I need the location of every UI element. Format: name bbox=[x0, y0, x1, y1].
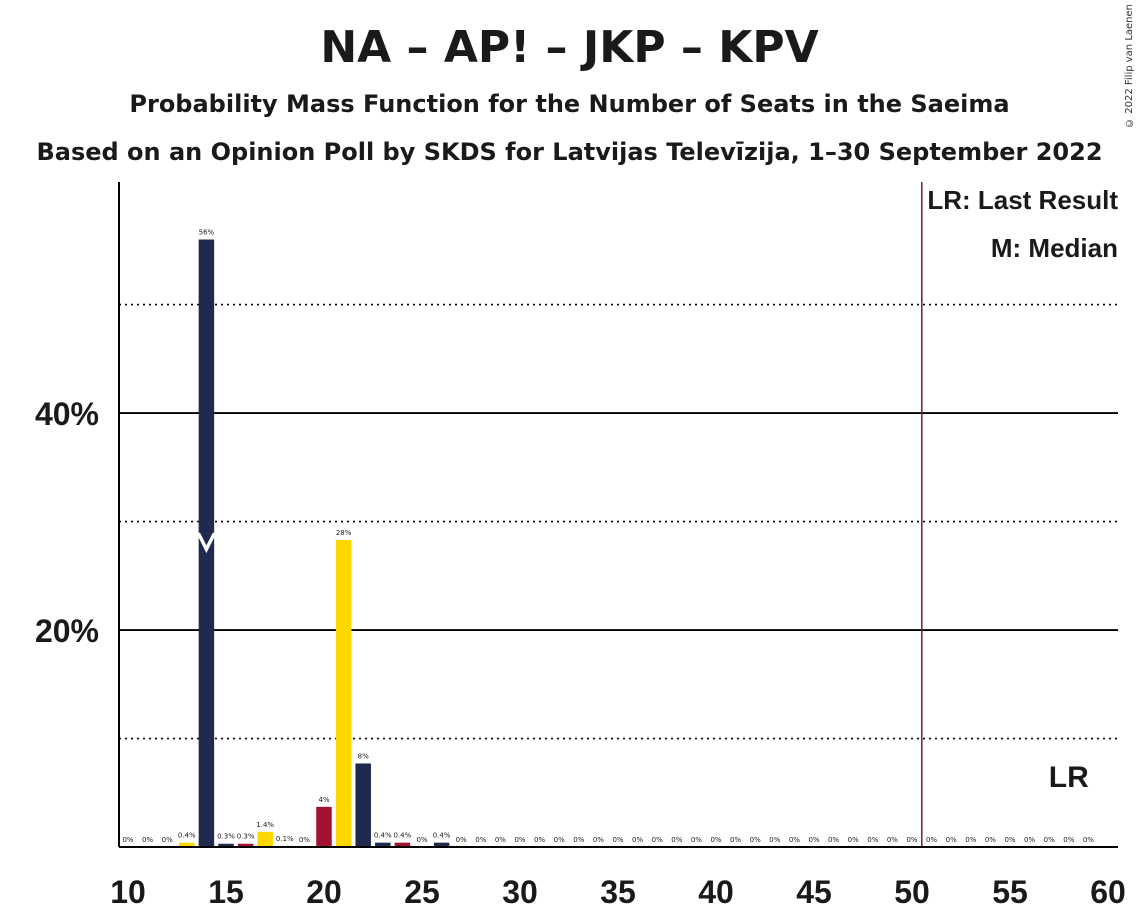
median-marker bbox=[196, 532, 216, 554]
x-tick-label: 40 bbox=[698, 874, 734, 910]
x-tick-label: 50 bbox=[894, 874, 930, 910]
bar-label: 0% bbox=[906, 836, 917, 844]
chart-subtitle: Probability Mass Function for the Number… bbox=[129, 90, 1010, 118]
bar-label: 0% bbox=[867, 836, 878, 844]
bar bbox=[394, 842, 411, 847]
bar-label: 0.3% bbox=[237, 833, 255, 841]
bar-label: 0% bbox=[1063, 836, 1074, 844]
bar-label: 0% bbox=[1044, 836, 1055, 844]
bar bbox=[316, 806, 332, 847]
bar-label: 0% bbox=[789, 836, 800, 844]
bar-label: 0% bbox=[554, 836, 565, 844]
y-tick-label: 20% bbox=[35, 613, 99, 649]
bar-label: 0% bbox=[730, 836, 741, 844]
bar-label: 4% bbox=[318, 796, 329, 804]
bar-label: 56% bbox=[199, 229, 215, 237]
bar-label: 0.4% bbox=[433, 832, 451, 840]
bar-label: 0% bbox=[416, 836, 427, 844]
x-tick-label: 45 bbox=[796, 874, 832, 910]
bar-label: 0% bbox=[750, 836, 761, 844]
bar-label: 0% bbox=[475, 836, 486, 844]
chart-title: NA – AP! – JKP – KPV bbox=[320, 22, 819, 73]
bar-label: 0% bbox=[299, 836, 310, 844]
bar-label: 0% bbox=[848, 836, 859, 844]
bar bbox=[335, 540, 352, 847]
bar-label: 0% bbox=[671, 836, 682, 844]
bar-label: 0.4% bbox=[394, 832, 412, 840]
bar bbox=[237, 843, 254, 847]
bar-label: 0% bbox=[162, 836, 173, 844]
bar-label: 0% bbox=[652, 836, 663, 844]
x-tick-label: 30 bbox=[502, 874, 538, 910]
bar-label: 0.3% bbox=[217, 833, 235, 841]
x-tick-label: 35 bbox=[600, 874, 636, 910]
bar bbox=[198, 239, 215, 848]
bar-label: 0% bbox=[495, 836, 506, 844]
bar-label: 0% bbox=[985, 836, 996, 844]
legend-last-result: LR: Last Result bbox=[927, 185, 1118, 215]
x-tick-label: 25 bbox=[404, 874, 440, 910]
x-tick-label: 20 bbox=[306, 874, 342, 910]
bar-label: 1.4% bbox=[256, 821, 274, 829]
bar-label: 0% bbox=[534, 836, 545, 844]
bar-label: 0% bbox=[1024, 836, 1035, 844]
bar bbox=[179, 842, 195, 847]
x-tick-label: 60 bbox=[1090, 874, 1126, 910]
bar-label: 0% bbox=[612, 836, 623, 844]
bar-label: 0% bbox=[573, 836, 584, 844]
bar-label: 0% bbox=[691, 836, 702, 844]
bar-label: 0% bbox=[632, 836, 643, 844]
bar-label: 0.4% bbox=[178, 832, 196, 840]
y-tick-label: 40% bbox=[35, 396, 99, 432]
x-tick-label: 15 bbox=[208, 874, 244, 910]
bar-label: 0% bbox=[808, 836, 819, 844]
legend-median: M: Median bbox=[991, 233, 1118, 263]
bar-label: 0% bbox=[926, 836, 937, 844]
bar-label: 0% bbox=[887, 836, 898, 844]
bar bbox=[257, 831, 273, 847]
bar-label: 0.4% bbox=[374, 832, 392, 840]
bar-label: 0% bbox=[1083, 836, 1094, 844]
bar-label: 0% bbox=[122, 836, 133, 844]
bar bbox=[375, 842, 391, 847]
bar-label: 0.1% bbox=[276, 835, 294, 843]
bar-label: 0% bbox=[710, 836, 721, 844]
bar-label: 0% bbox=[514, 836, 525, 844]
bar-label: 0% bbox=[965, 836, 976, 844]
bar-label: 0% bbox=[142, 836, 153, 844]
bar-label: 0% bbox=[828, 836, 839, 844]
last-result-label: LR bbox=[1049, 761, 1089, 794]
chart-source-subtitle: Based on an Opinion Poll by SKDS for Lat… bbox=[36, 138, 1103, 166]
bar-label: 8% bbox=[358, 752, 369, 760]
bar-labels: 0% 0% 0%0.4%56%0.3% 0.3%1.4%0.1% 0%4%28%8%0.… bbox=[122, 229, 1094, 844]
bar-label: 28% bbox=[336, 529, 352, 537]
bar-label: 0% bbox=[769, 836, 780, 844]
bar-label: 0% bbox=[456, 836, 467, 844]
bar bbox=[433, 842, 450, 847]
x-tick-label: 10 bbox=[110, 874, 146, 910]
bar-label: 0% bbox=[593, 836, 604, 844]
axes: 10 15 20 25 30 35 40 45 50 55 60 20% 40% bbox=[35, 182, 1126, 910]
bar-label: 0% bbox=[946, 836, 957, 844]
gridlines bbox=[119, 182, 1118, 847]
bar bbox=[355, 763, 371, 847]
x-tick-label: 55 bbox=[992, 874, 1028, 910]
bar bbox=[218, 843, 234, 847]
bars bbox=[179, 239, 450, 848]
bar-label: 0% bbox=[1004, 836, 1015, 844]
